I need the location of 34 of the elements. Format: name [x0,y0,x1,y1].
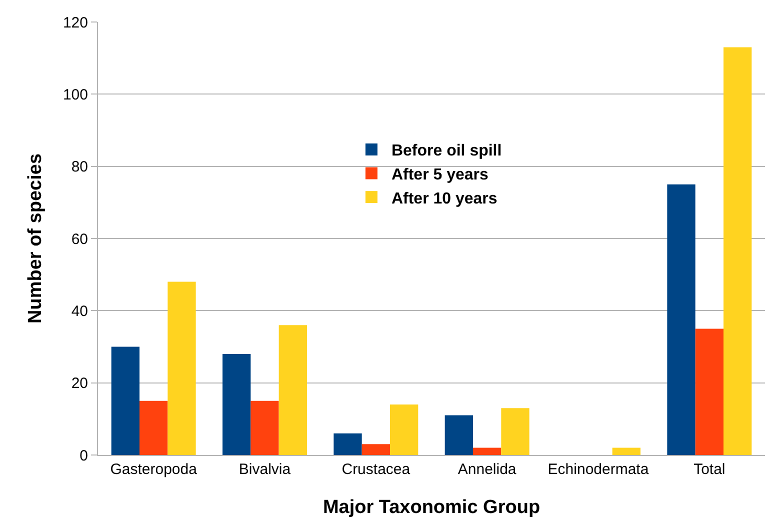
y-tick-label: 120 [62,14,88,32]
bar [140,400,168,455]
y-axis-title: Number of species [24,154,46,324]
bar [667,184,696,455]
x-tick-label: Bivalvia [238,461,292,478]
y-tick-label: 20 [71,375,88,392]
x-tick-label: Echinodermata [548,461,650,478]
bar [278,325,307,455]
x-tick-label: Total [694,461,726,478]
bar [222,354,251,455]
bar [612,448,640,455]
legend-label: After 10 years [391,190,498,208]
legend-label: Before oil spill [391,142,502,160]
bar [390,404,418,455]
bar [724,47,752,455]
bar [695,328,724,455]
bar [250,400,279,455]
y-tick-label: 40 [71,302,88,320]
x-tick-label: Crustacea [342,461,411,478]
x-tick-label: Gasteropoda [110,461,198,478]
legend-label: After 5 years [391,166,489,184]
bar [362,444,390,455]
bar [111,346,140,455]
bar [473,448,502,455]
y-tick-label: 100 [62,86,88,104]
bar [168,282,196,455]
x-axis-title: Major Taxonomic Group [322,496,540,518]
y-tick-label: 0 [80,447,88,464]
bar [334,433,362,455]
bar [444,415,473,455]
y-tick-label: 60 [71,230,88,248]
x-tick-label: Annelida [458,461,517,478]
y-tick-label: 80 [71,158,88,176]
bar [501,408,530,455]
